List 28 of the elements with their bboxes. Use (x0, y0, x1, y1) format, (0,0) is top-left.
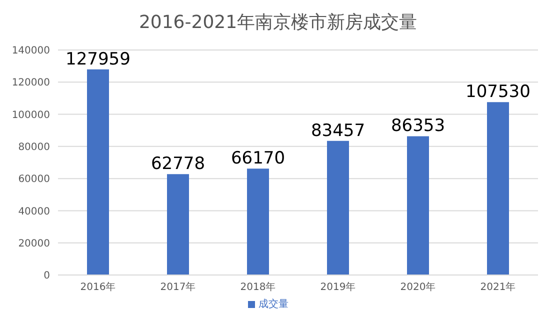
y-tick-label: 0 (44, 270, 50, 282)
bar (87, 69, 109, 275)
y-tick-label: 80000 (18, 142, 50, 153)
x-tick-label: 2019年 (320, 281, 356, 294)
chart-title: 2016-2021年南京楼市新房成交量 (138, 11, 418, 34)
x-tick-label: 2017年 (160, 281, 196, 294)
x-tick-label: 2018年 (240, 281, 276, 294)
y-tick-label: 60000 (18, 174, 50, 186)
y-tick-label: 20000 (18, 238, 50, 250)
data-label: 127959 (66, 49, 130, 70)
x-tick-label: 2016年 (80, 281, 116, 294)
legend-label: 成交量 (258, 299, 288, 310)
data-label: 62778 (150, 154, 206, 174)
data-label: 107530 (466, 82, 530, 102)
data-label: 66170 (230, 148, 286, 169)
data-label: 83457 (310, 120, 366, 141)
bar (327, 140, 349, 275)
data-label: 86353 (390, 116, 446, 136)
x-tick-label: 2020年 (400, 281, 436, 294)
y-tick-label: 120000 (12, 78, 50, 89)
x-tick-label: 2021年 (480, 281, 516, 294)
y-tick-label: 140000 (12, 46, 50, 57)
bar (247, 168, 269, 275)
bar (407, 136, 429, 275)
y-tick-label: 100000 (12, 110, 50, 121)
bar (487, 102, 509, 275)
bar (167, 174, 189, 275)
y-tick-label: 40000 (18, 206, 50, 218)
